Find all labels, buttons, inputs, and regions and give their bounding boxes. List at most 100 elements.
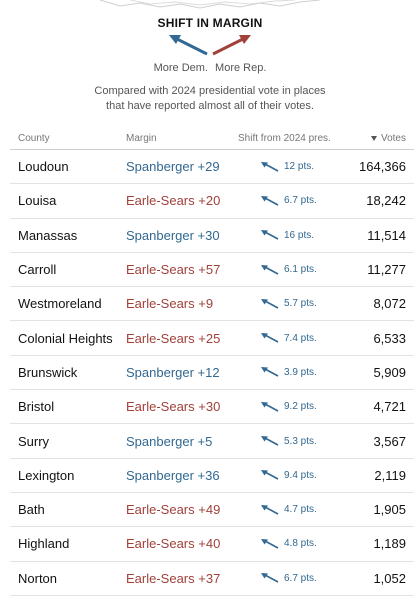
shift-value: 5.7 pts. bbox=[284, 298, 317, 310]
legend-note-line-1: Compared with 2024 presidential vote in … bbox=[94, 85, 326, 97]
shift-value: 12 pts. bbox=[284, 161, 315, 173]
shift-dem-arrow-icon bbox=[261, 367, 279, 378]
shift-value: 4.7 pts. bbox=[284, 504, 317, 516]
votes-value: 3,567 bbox=[373, 433, 406, 449]
table-row: Surry Spanberger +5 5.3 pts. 3,567 bbox=[10, 424, 414, 459]
margin-value: Earle-Sears +57 bbox=[126, 262, 221, 278]
votes-value: 1,905 bbox=[373, 502, 406, 518]
legend-arrows bbox=[0, 32, 420, 60]
shift-dem-arrow-icon bbox=[261, 504, 279, 515]
shift-cell: 7.4 pts. bbox=[238, 332, 342, 344]
county-name: Louisa bbox=[18, 193, 57, 209]
table-row: Westmoreland Earle-Sears +9 5.7 pts. 8,072 bbox=[10, 287, 414, 322]
table-row: Lexington Spanberger +36 9.4 pts. 2,119 bbox=[10, 459, 414, 493]
votes-value: 1,189 bbox=[373, 536, 406, 552]
shift-cell: 16 pts. bbox=[238, 229, 342, 241]
county-name: Bristol bbox=[18, 399, 55, 415]
margin-value: Spanberger +36 bbox=[126, 467, 220, 483]
margin-value: Spanberger +29 bbox=[126, 159, 220, 175]
shift-dem-arrow-icon bbox=[261, 333, 279, 343]
legend-labels: More Dem. More Rep. bbox=[0, 62, 420, 74]
legend-more-rep: More Rep. bbox=[215, 62, 267, 74]
county-name: Manassas bbox=[18, 227, 78, 243]
table-row: Carroll Earle-Sears +57 6.1 pts. 11,277 bbox=[10, 253, 414, 288]
votes-value: 11,514 bbox=[367, 227, 406, 243]
table-row: Bristol Earle-Sears +30 9.2 pts. 4,721 bbox=[10, 390, 414, 425]
legend-title: SHIFT IN MARGIN bbox=[157, 16, 263, 30]
shift-value: 4.8 pts. bbox=[284, 538, 317, 550]
header-county[interactable]: County bbox=[18, 133, 50, 144]
shift-cell: 3.9 pts. bbox=[238, 366, 342, 378]
votes-value: 4,721 bbox=[373, 399, 406, 415]
shift-value: 5.3 pts. bbox=[284, 435, 317, 447]
shift-value: 3.9 pts. bbox=[284, 366, 317, 378]
votes-value: 18,242 bbox=[366, 193, 406, 209]
county-name: Norton bbox=[18, 570, 58, 586]
table-row: Manassas Spanberger +30 16 pts. 11,514 bbox=[10, 219, 414, 253]
county-name: Lexington bbox=[18, 467, 75, 483]
shift-cell: 4.7 pts. bbox=[238, 504, 342, 516]
votes-value: 6,533 bbox=[373, 330, 406, 346]
shift-cell: 6.7 pts. bbox=[238, 195, 342, 207]
header-margin[interactable]: Margin bbox=[126, 133, 157, 144]
margin-value: Spanberger +12 bbox=[126, 364, 220, 380]
county-name: Surry bbox=[18, 433, 50, 449]
table-row: Highland Earle-Sears +40 4.8 pts. 1,189 bbox=[10, 527, 414, 562]
county-name: Colonial Heights bbox=[18, 330, 113, 346]
table-row: Norton Earle-Sears +37 6.7 pts. 1,052 bbox=[10, 562, 414, 596]
shift-cell: 5.7 pts. bbox=[238, 298, 342, 310]
header-shift[interactable]: Shift from 2024 pres. bbox=[238, 133, 331, 144]
results-table: County Margin Shift from 2024 pres. Vote… bbox=[10, 128, 414, 596]
margin-value: Earle-Sears +37 bbox=[126, 570, 221, 586]
legend-arrows-icon bbox=[169, 35, 251, 56]
legend-more-dem: More Dem. bbox=[153, 62, 208, 74]
shift-dem-arrow-icon bbox=[261, 230, 279, 240]
shift-dem-arrow-icon bbox=[261, 436, 279, 446]
shift-value: 9.2 pts. bbox=[284, 401, 317, 413]
table-body: Loudoun Spanberger +29 12 pts. 164,366 Louis… bbox=[10, 150, 414, 596]
shift-dem-arrow-icon bbox=[261, 470, 279, 481]
county-name: Highland bbox=[18, 536, 70, 552]
shift-value: 6.7 pts. bbox=[284, 195, 317, 207]
shift-dem-arrow-icon bbox=[261, 161, 279, 172]
map-edge-graphic bbox=[99, 0, 321, 9]
shift-value: 16 pts. bbox=[284, 229, 315, 241]
shift-value: 6.1 pts. bbox=[284, 264, 317, 276]
county-name: Loudoun bbox=[18, 159, 69, 175]
shift-value: 7.4 pts. bbox=[284, 332, 317, 344]
shift-cell: 9.4 pts. bbox=[238, 469, 342, 481]
table-row: Loudoun Spanberger +29 12 pts. 164,366 bbox=[10, 150, 414, 185]
shift-legend: SHIFT IN MARGIN More Dem. More Rep. Comp… bbox=[0, 16, 420, 114]
margin-value: Spanberger +30 bbox=[126, 227, 220, 243]
margin-value: Spanberger +5 bbox=[126, 433, 213, 449]
shift-value: 6.7 pts. bbox=[284, 572, 317, 584]
table-row: Colonial Heights Earle-Sears +25 7.4 pts. 6… bbox=[10, 321, 414, 356]
votes-value: 8,072 bbox=[373, 296, 406, 312]
votes-value: 5,909 bbox=[373, 364, 406, 380]
legend-note: Compared with 2024 presidential vote in … bbox=[0, 84, 420, 114]
votes-value: 1,052 bbox=[373, 570, 406, 586]
shift-dem-arrow-icon bbox=[261, 401, 279, 412]
votes-value: 2,119 bbox=[374, 467, 406, 483]
header-votes-sort[interactable]: Votes bbox=[342, 133, 414, 144]
table-row: Louisa Earle-Sears +20 6.7 pts. 18,242 bbox=[10, 184, 414, 219]
triangle-down-icon bbox=[370, 136, 377, 141]
table-row: Brunswick Spanberger +12 3.9 pts. 5,909 bbox=[10, 356, 414, 391]
shift-dem-arrow-icon bbox=[261, 264, 279, 275]
shift-cell: 4.8 pts. bbox=[238, 538, 342, 550]
county-name: Carroll bbox=[18, 262, 57, 278]
votes-value: 164,366 bbox=[359, 159, 406, 175]
shift-cell: 9.2 pts. bbox=[238, 401, 342, 413]
shift-value: 9.4 pts. bbox=[284, 469, 317, 481]
header-votes-label: Votes bbox=[380, 133, 406, 144]
county-name: Bath bbox=[18, 502, 45, 518]
table-header: County Margin Shift from 2024 pres. Vote… bbox=[10, 128, 414, 150]
shift-cell: 6.1 pts. bbox=[238, 264, 342, 276]
shift-dem-arrow-icon bbox=[261, 195, 279, 206]
margin-value: Earle-Sears +9 bbox=[126, 296, 214, 312]
shift-cell: 12 pts. bbox=[238, 161, 342, 173]
shift-dem-arrow-icon bbox=[261, 538, 279, 549]
margin-value: Earle-Sears +49 bbox=[126, 502, 221, 518]
shift-cell: 5.3 pts. bbox=[238, 435, 342, 447]
legend-note-line-2: that have reported almost all of their v… bbox=[106, 100, 314, 112]
